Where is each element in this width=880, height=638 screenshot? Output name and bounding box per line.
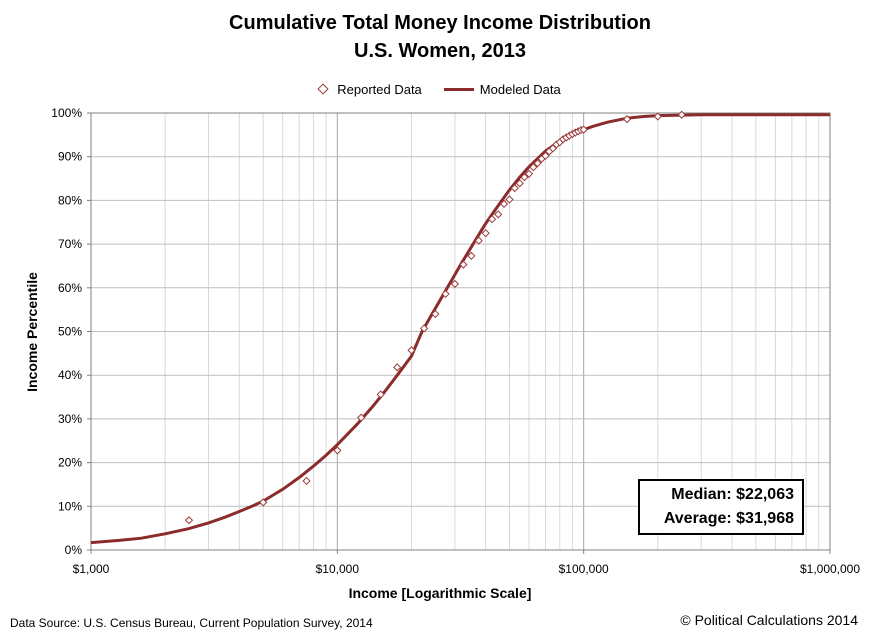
y-tick-label: 40% [58,368,82,382]
reported-data-point [653,112,662,121]
reported-data-point [505,195,514,204]
y-axis-ticks: 0% 10% 20% 30% 40% 50% 60% 70% 80% 90% 100% [51,106,91,557]
x-tick-label: $10,000 [316,562,360,576]
average-label: Average: [663,510,732,527]
reported-data-point [488,215,497,224]
median-stat: Median: $22,063 [640,483,794,507]
y-tick-label: 20% [58,456,82,470]
x-tick-label: $100,000 [559,562,609,576]
reported-data-point [510,184,519,193]
chart-subtitle: U.S. Women, 2013 [354,40,526,62]
median-label: Median: [671,486,732,503]
reported-data-point [524,169,534,178]
x-tick-label: $1,000,000 [800,562,860,576]
reported-data-markers [184,110,686,525]
reported-data-point [533,159,542,168]
reported-data-point [677,110,686,119]
y-tick-label: 80% [58,193,82,207]
y-tick-label: 90% [58,150,82,164]
reported-data-point [333,446,342,455]
reported-data-point [494,210,503,219]
y-tick-label: 30% [58,412,82,426]
y-axis-label: Income Percentile [24,272,40,392]
reported-data-point [431,309,440,319]
chart-title: Cumulative Total Money Income Distributi… [229,12,651,34]
y-tick-label: 70% [58,237,82,251]
stats-annotation-box: Median: $22,063 Average: $31,968 [638,479,804,535]
legend-label-modeled: Modeled Data [479,81,561,97]
average-value: $31,968 [736,510,794,527]
reported-data-point [622,115,632,124]
reported-data-point [419,324,429,333]
reported-data-point [184,516,194,525]
reported-data-point [515,179,524,188]
data-source-note: Data Source: U.S. Census Bureau, Current… [10,616,373,630]
reported-data-point [579,125,588,134]
legend-label-reported: Reported Data [337,81,422,97]
y-tick-label: 0% [65,543,83,557]
reported-data-point [459,260,468,269]
modeled-data-line [90,113,830,545]
y-tick-label: 10% [58,499,82,513]
y-tick-label: 100% [51,106,82,120]
reported-data-point [529,163,538,172]
reported-data-point [302,476,311,486]
legend-item-modeled: Modeled Data [443,81,561,97]
reported-data-point [541,151,550,160]
reported-data-point [450,279,459,288]
y-tick-label: 60% [58,281,82,295]
line-swatch-icon [443,87,474,91]
reported-data-point [467,251,476,261]
y-tick-label: 50% [58,325,82,339]
median-value: $22,063 [736,486,794,503]
reported-data-point [520,173,529,182]
reported-data-point [407,346,416,355]
x-tick-label: $1,000 [73,562,110,576]
legend-item-reported: Reported Data [317,81,422,97]
copyright-note: © Political Calculations 2014 [680,612,858,628]
reported-data-point [481,229,490,238]
x-axis-ticks: $1,000 $10,000 $100,000 $1,000,000 [73,550,860,576]
reported-data-point [474,236,483,245]
reported-data-point [441,289,450,299]
legend: Reported Data Modeled Data [0,79,880,99]
reported-data-point [393,363,402,372]
reported-data-point [259,498,268,507]
reported-data-point [499,199,509,209]
x-axis-label: Income [Logarithmic Scale] [348,585,532,601]
reported-data-point [376,390,385,399]
average-stat: Average: $31,968 [640,507,794,531]
reported-data-point [357,413,366,422]
